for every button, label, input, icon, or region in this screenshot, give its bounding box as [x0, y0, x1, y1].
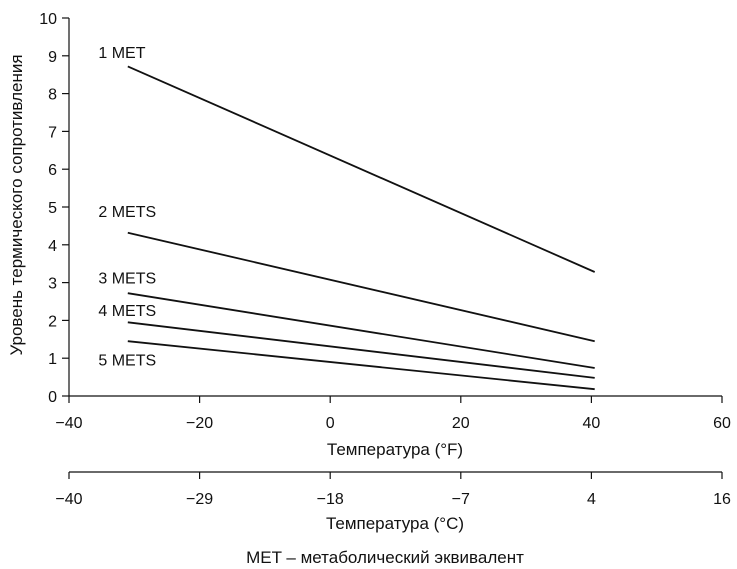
- celsius-tick-label: −7: [452, 491, 470, 508]
- y-tick-label: 10: [39, 11, 57, 28]
- series-line-1: [127, 65, 596, 273]
- series-label-2: 2 METS: [98, 204, 156, 221]
- x-tick-label: −40: [55, 415, 82, 432]
- y-tick-label: 5: [48, 200, 57, 217]
- x-tick-label: 60: [713, 415, 731, 432]
- y-axis-title: Уровень термического сопротивления: [7, 54, 26, 355]
- celsius-tick-label: 16: [713, 491, 731, 508]
- y-tick-label: 2: [48, 313, 57, 330]
- y-tick-label: 9: [48, 49, 57, 66]
- series-label-4: 4 METS: [98, 303, 156, 320]
- x-tick-label: 20: [452, 415, 470, 432]
- x-tick-label: −20: [186, 415, 213, 432]
- y-tick-label: 8: [48, 87, 57, 104]
- series-line-4: [127, 321, 595, 379]
- footnote: MET – метаболический эквивалент: [246, 548, 524, 567]
- celsius-tick-label: −18: [317, 491, 344, 508]
- x-tick-label: 40: [583, 415, 601, 432]
- series-line-5: [127, 340, 595, 391]
- y-tick-label: 3: [48, 276, 57, 293]
- celsius-tick-label: 4: [587, 491, 596, 508]
- y-tick-label: 4: [48, 238, 57, 255]
- y-tick-label: 6: [48, 162, 57, 179]
- x-tick-label: 0: [326, 415, 335, 432]
- y-tick-label: 0: [48, 389, 57, 406]
- celsius-axis: −40 −29 −18 −7 4 16: [55, 471, 731, 508]
- series-line-3: [127, 292, 595, 369]
- series-label-1: 1 MET: [98, 45, 145, 62]
- y-tick-label: 7: [48, 124, 57, 141]
- x-axis-title-celsius: Температура (°C): [326, 514, 464, 533]
- series-label-5: 5 METS: [98, 352, 156, 369]
- series-lines: [127, 65, 596, 391]
- series-label-3: 3 METS: [98, 271, 156, 288]
- celsius-tick-label: −29: [186, 491, 213, 508]
- x-axis-title-fahrenheit: Температура (°F): [327, 440, 463, 459]
- series-line-2: [127, 231, 595, 343]
- y-tick-label: 1: [48, 351, 57, 368]
- series-labels: 1 MET 2 METS 3 METS 4 METS 5 METS: [98, 45, 156, 369]
- main-plot: 0 1 2 3 4 5 6 7 8 9 10 −40 −20 0 20 40 60: [39, 11, 731, 432]
- celsius-tick-label: −40: [55, 491, 82, 508]
